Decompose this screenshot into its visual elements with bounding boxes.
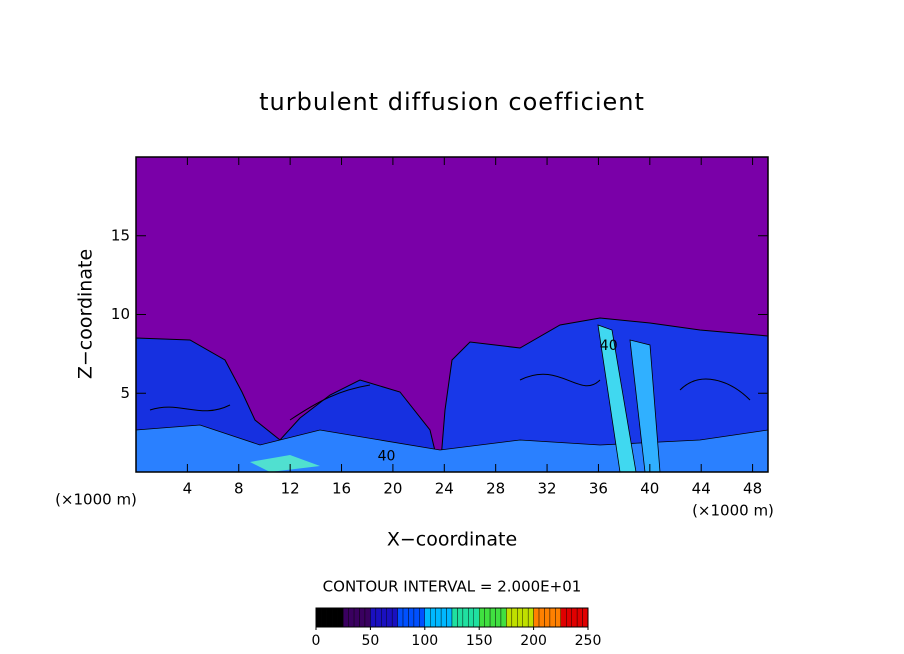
contour-line <box>149 373 751 421</box>
field-region <box>439 317 768 472</box>
colorbar-cell <box>337 607 344 628</box>
y-axis-label: Z−coordinate <box>75 249 97 379</box>
colorbar-cell <box>544 607 551 628</box>
colorbar-cell <box>555 607 561 628</box>
y-tick-label: 10 <box>111 305 130 323</box>
colorbar-cell <box>408 607 415 628</box>
colorbar-cell <box>332 607 338 628</box>
x-tick-label: 44 <box>692 480 711 498</box>
colorbar-cell <box>506 607 513 628</box>
colorbar-cell <box>315 607 322 628</box>
colorbar-tick-label: 150 <box>466 633 493 649</box>
colorbar-cell <box>527 607 534 628</box>
colorbar-cell <box>560 607 567 628</box>
field-region <box>597 324 637 472</box>
colorbar-cell <box>566 607 572 628</box>
colorbar-cell <box>538 607 545 628</box>
contour-label: 40 <box>378 448 396 464</box>
colorbar-cell <box>375 607 382 628</box>
x-tick-label: 24 <box>435 480 454 498</box>
colorbar-cell <box>451 607 458 628</box>
x-tick-label: 36 <box>589 480 608 498</box>
x-axis-label: X−coordinate <box>387 529 517 551</box>
colorbar-cell <box>446 607 453 628</box>
colorbar-cell <box>549 607 556 628</box>
colorbar-tick-label: 200 <box>520 633 547 649</box>
colorbar-frame <box>315 607 589 628</box>
x-tick-label: 48 <box>743 480 762 498</box>
colorbar-tick-label: 0 <box>312 633 321 649</box>
x-tick-label: 40 <box>640 480 659 498</box>
colorbar-cell <box>397 607 404 628</box>
colorbar-tick-label: 100 <box>411 633 438 649</box>
contour-label: 40 <box>600 338 618 354</box>
colorbar-cell <box>495 607 502 628</box>
x-tick-label: 8 <box>234 480 244 498</box>
x-tick-label: 32 <box>538 480 557 498</box>
colorbar-cell <box>468 607 474 628</box>
x-unit-label: (×1000 m) <box>692 502 774 520</box>
field-region <box>629 339 661 472</box>
colorbar-cell <box>457 607 464 628</box>
colorbar-tick-label: 250 <box>575 633 602 649</box>
colorbar-cell <box>440 607 447 628</box>
colorbar-cell <box>391 607 398 628</box>
colorbar-cell <box>533 607 540 628</box>
colorbar-cell <box>348 607 355 628</box>
colorbar-cell <box>321 607 328 628</box>
colorbar-cell <box>381 607 387 628</box>
colorbar-cell <box>571 607 578 628</box>
field-region <box>250 455 320 472</box>
colorbar-cell <box>326 607 333 628</box>
colorbar-cell <box>386 607 393 628</box>
colorbar-cell <box>489 607 496 628</box>
y-tick-label: 15 <box>111 226 130 244</box>
colorbar-cell <box>435 607 442 628</box>
colorbar-cell <box>479 607 485 628</box>
colorbar-cell <box>473 607 480 628</box>
colorbar-cell <box>419 607 425 628</box>
x-unit-label: (×1000 m) <box>55 491 137 509</box>
colorbar-cell <box>359 607 366 628</box>
colorbar-cell <box>484 607 491 628</box>
colorbar-tick-label: 50 <box>361 633 379 649</box>
y-tick-label: 5 <box>120 384 130 402</box>
x-tick-label: 4 <box>183 480 193 498</box>
colorbar-cell <box>370 607 377 628</box>
colorbar-cell <box>517 607 523 628</box>
colorbar-cell <box>576 607 583 628</box>
colorbar-cell <box>522 607 529 628</box>
x-tick-label: 16 <box>332 480 351 498</box>
colorbar-cell <box>343 607 349 628</box>
field <box>136 157 768 472</box>
colorbar-cell <box>500 607 507 628</box>
x-tick-label: 28 <box>486 480 505 498</box>
contour-interval: CONTOUR INTERVAL = 2.000E+01 <box>323 578 582 596</box>
colorbar-cell <box>353 607 360 628</box>
colorbar-cell <box>364 607 371 628</box>
colorbar-cell <box>582 607 589 628</box>
chart-title: turbulent diffusion coefficient <box>259 88 645 116</box>
colorbar-cell <box>402 607 409 628</box>
x-tick-label: 12 <box>281 480 300 498</box>
x-tick-label: 20 <box>383 480 402 498</box>
colorbar-cell <box>413 607 420 628</box>
colorbar-cell <box>462 607 469 628</box>
colorbar-cell <box>511 607 518 628</box>
colorbar-cell <box>430 607 436 628</box>
colorbar-cell <box>424 607 431 628</box>
